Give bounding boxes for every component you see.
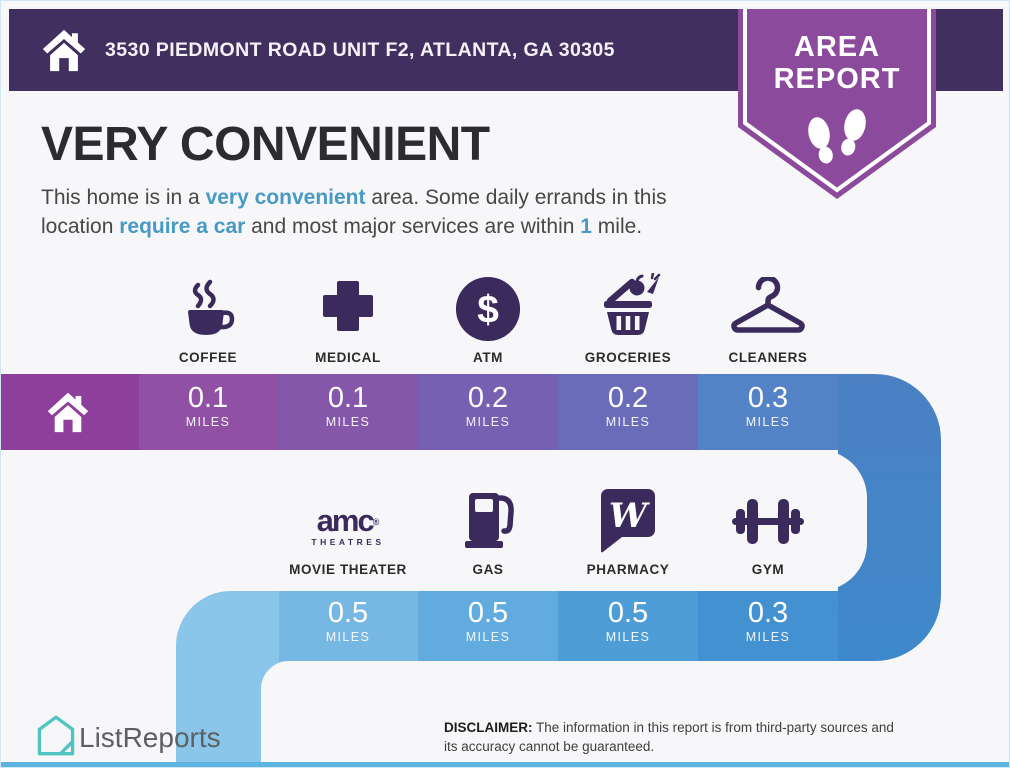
description-text: This home is in a very convenient area. …: [41, 186, 667, 238]
property-address: 3530 PIEDMONT ROAD UNIT F2, ATLANTA, GA …: [105, 38, 615, 61]
medical-cross-icon: [323, 281, 373, 331]
amenity-gas: GAS: [418, 479, 558, 577]
distance-cleaners: 0.3 MILES: [745, 382, 791, 429]
amenity-coffee: COFFEE: [138, 267, 278, 365]
bar1-segment-atm: [418, 374, 558, 450]
disclaimer-label: DISCLAIMER:: [444, 720, 533, 735]
distance-movie-theater: 0.5 MILES: [325, 597, 371, 644]
amenity-medical: MEDICAL: [278, 267, 418, 365]
bar2-segment-movie: [279, 591, 418, 661]
groceries-basket-icon: [604, 273, 661, 335]
bar1-segment-medical: [278, 374, 418, 450]
disclaimer-text: DISCLAIMER: The information in this repo…: [444, 720, 894, 754]
amenity-movie-theater: amc® THEATRES MOVIE THEATER: [289, 503, 407, 577]
gas-pump-icon: [465, 493, 514, 548]
walgreens-w: W: [609, 496, 650, 536]
distance-atm: 0.2 MILES: [465, 382, 511, 429]
dollar-symbol: $: [477, 289, 499, 332]
distance-gas: 0.5 MILES: [465, 597, 511, 644]
page-title: VERY CONVENIENT: [41, 118, 490, 171]
bar1-segment-cleaners: [698, 374, 838, 450]
highlight-very-convenient: very convenient: [205, 186, 366, 209]
atm-icon: $: [455, 276, 521, 342]
amenity-atm: $ ATM: [418, 267, 558, 365]
distance-groceries: 0.2 MILES: [605, 382, 651, 429]
distance-gym: 0.3 MILES: [745, 597, 791, 644]
footprints-icon: [808, 109, 866, 164]
bar1-segment-coffee: [139, 374, 278, 450]
ribbon-left-connector: [176, 591, 261, 767]
distance-pharmacy: 0.5 MILES: [605, 597, 651, 644]
highlight-one-mile: 1: [580, 215, 592, 238]
amc-theatres-logo: amc® THEATRES: [311, 503, 385, 547]
area-report-badge: AREA REPORT: [738, 9, 936, 199]
amenity-groceries: GROCERIES: [558, 267, 698, 365]
highlight-require-a-car: require a car: [119, 215, 246, 238]
bottom-accent-strip: [1, 762, 1009, 767]
dumbbell-icon: [732, 499, 804, 544]
bar2-segment-pharmacy: [558, 591, 698, 661]
walgreens-icon: W: [601, 489, 655, 553]
coffee-icon: [186, 279, 235, 335]
badge-line2: REPORT: [774, 63, 901, 95]
home-origin-icon: [47, 392, 89, 433]
bar1-segment-groceries: [558, 374, 698, 450]
amenity-pharmacy: W PHARMACY: [558, 479, 698, 577]
distance-medical: 0.1 MILES: [325, 382, 371, 429]
amenity-cleaners: CLEANERS: [698, 267, 838, 365]
bar2-segment-gas: [418, 591, 558, 661]
bar2-segment-gym: [698, 591, 838, 661]
badge-line1: AREA: [794, 31, 880, 63]
bar2-lead-segment: [261, 591, 279, 661]
listreports-brand: ListReports: [79, 722, 221, 753]
amenity-gym: GYM: [698, 479, 838, 577]
hanger-icon: [731, 277, 805, 333]
distance-coffee: 0.1 MILES: [185, 382, 231, 429]
listreports-logo-icon: [37, 715, 75, 756]
home-icon: [42, 29, 86, 72]
